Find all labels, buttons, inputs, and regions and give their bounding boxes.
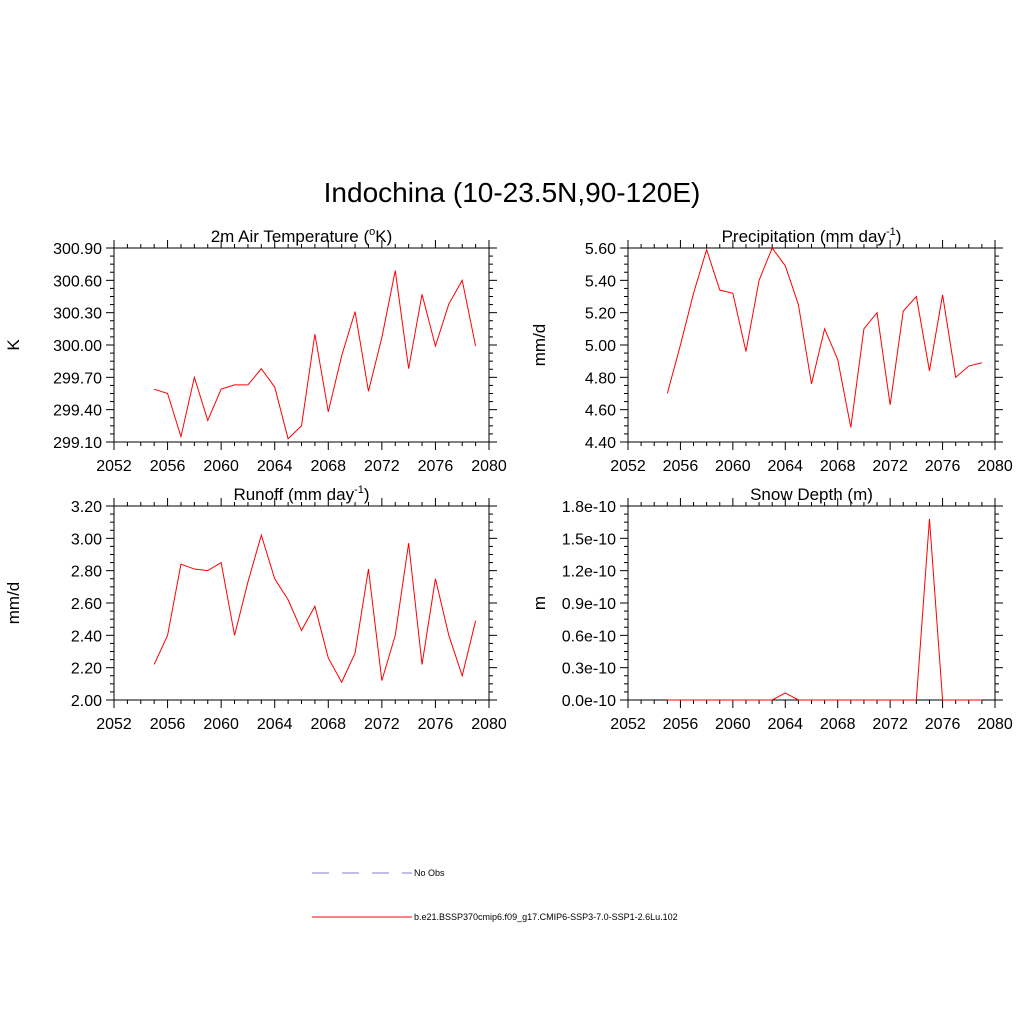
y-tick-label-runoff: 2.00 (71, 693, 102, 710)
x-tick-label-temperature: 2060 (203, 458, 239, 475)
y-tick-label-temperature: 300.90 (53, 241, 102, 258)
x-tick-label-runoff: 2080 (471, 716, 507, 733)
y-tick-label-snow-depth: 1.8e-10 (562, 499, 616, 516)
y-tick-label-snow-depth: 0.0e-10 (562, 693, 616, 710)
panel-title-precipitation: Precipitation (mm day-1) (722, 226, 902, 246)
x-tick-label-runoff: 2052 (96, 716, 132, 733)
y-tick-label-precipitation: 5.00 (585, 338, 616, 355)
x-tick-label-precipitation: 2080 (977, 458, 1013, 475)
x-tick-label-snow-depth: 2060 (715, 716, 751, 733)
panel-precipitation: Precipitation (mm day-1) mm/d 4.40 4.60 4.80… (530, 226, 1013, 475)
y-tick-label-temperature: 299.10 (53, 435, 102, 452)
x-tick-label-precipitation: 2056 (663, 458, 699, 475)
x-tick-label-precipitation: 2064 (767, 458, 803, 475)
y-tick-label-temperature: 300.30 (53, 306, 102, 323)
y-tick-label-runoff: 2.20 (71, 661, 102, 678)
y-tick-label-snow-depth: 0.6e-10 (562, 628, 616, 645)
y-tick-label-runoff: 2.80 (71, 564, 102, 581)
panel-temperature: 2m Air Temperature (oK) K 299.10 299.40 299.… (4, 226, 507, 475)
y-tick-label-precipitation: 5.40 (585, 273, 616, 290)
plot-frame-temperature (113, 247, 490, 443)
x-tick-label-temperature: 2064 (257, 458, 293, 475)
y-tick-label-precipitation: 5.20 (585, 306, 616, 323)
y-tick-label-precipitation: 5.60 (585, 241, 616, 258)
plot-frame-runoff (113, 505, 490, 701)
y-tick-label-precipitation: 4.80 (585, 370, 616, 387)
series-line-precipitation (666, 246, 983, 428)
y-axis-label-precipitation: mm/d (530, 324, 549, 367)
y-tick-label-snow-depth: 1.2e-10 (562, 564, 616, 581)
legend-no-obs-label: No Obs (414, 868, 445, 878)
x-tick-label-snow-depth: 2068 (820, 716, 856, 733)
y-tick-label-temperature: 299.70 (53, 370, 102, 387)
y-tick-label-snow-depth: 0.3e-10 (562, 661, 616, 678)
x-tick-label-runoff: 2060 (203, 716, 239, 733)
panel-title-runoff: Runoff (mm day-1) (233, 484, 369, 504)
y-tick-label-temperature: 300.60 (53, 273, 102, 290)
x-tick-label-precipitation: 2076 (925, 458, 961, 475)
x-tick-label-temperature: 2056 (150, 458, 186, 475)
x-tick-label-temperature: 2068 (310, 458, 346, 475)
x-tick-label-precipitation: 2068 (820, 458, 856, 475)
legend-model-label: b.e21.BSSP370cmip6.f09_g17.CMIP6-SSP3-7.… (414, 912, 678, 922)
y-tick-label-temperature: 300.00 (53, 338, 102, 355)
panel-runoff: Runoff (mm day-1) mm/d 2.00 2.20 2.40 2.60 2.8… (4, 484, 507, 733)
x-tick-label-runoff: 2064 (257, 716, 293, 733)
x-tick-label-snow-depth: 2056 (663, 716, 699, 733)
y-tick-label-snow-depth: 0.9e-10 (562, 596, 616, 613)
y-axis-label-runoff: mm/d (4, 582, 23, 625)
x-tick-label-precipitation: 2060 (715, 458, 751, 475)
x-tick-label-temperature: 2080 (471, 458, 507, 475)
y-tick-label-snow-depth: 1.5e-10 (562, 531, 616, 548)
x-tick-label-temperature: 2072 (364, 458, 400, 475)
figure-title: Indochina (10-23.5N,90-120E) (324, 177, 701, 208)
x-tick-label-runoff: 2068 (310, 716, 346, 733)
panel-snow-depth: Snow Depth (m) m 0.0e-10 0.3e-10 0.6e-10 0.9e… (530, 485, 1013, 733)
x-tick-label-runoff: 2076 (418, 716, 454, 733)
y-tick-label-temperature: 299.40 (53, 403, 102, 420)
y-tick-label-runoff: 3.20 (71, 499, 102, 516)
x-tick-label-snow-depth: 2064 (767, 716, 803, 733)
y-tick-label-precipitation: 4.60 (585, 403, 616, 420)
x-tick-label-runoff: 2072 (364, 716, 400, 733)
x-tick-label-precipitation: 2052 (610, 458, 646, 475)
y-tick-label-precipitation: 4.40 (585, 435, 616, 452)
y-tick-label-runoff: 2.60 (71, 596, 102, 613)
x-tick-label-runoff: 2056 (150, 716, 186, 733)
x-tick-label-temperature: 2076 (418, 458, 454, 475)
series-line-runoff (153, 533, 477, 684)
y-axis-label-temperature: K (4, 339, 23, 351)
x-tick-label-precipitation: 2072 (872, 458, 908, 475)
series-line-temperature (154, 270, 477, 440)
panels: 2m Air Temperature (oK) K 299.10 299.40 299.… (4, 226, 1013, 733)
legend: No Obs b.e21.BSSP370cmip6.f09_g17.CMIP6-… (312, 868, 678, 922)
plot-frame-precipitation (627, 247, 996, 443)
x-tick-label-snow-depth: 2072 (872, 716, 908, 733)
panel-title-snow-depth: Snow Depth (m) (750, 485, 873, 504)
x-tick-label-snow-depth: 2052 (610, 716, 646, 733)
x-tick-label-temperature: 2052 (96, 458, 132, 475)
x-tick-label-snow-depth: 2080 (977, 716, 1013, 733)
y-tick-label-runoff: 2.40 (71, 628, 102, 645)
panel-title-temperature: 2m Air Temperature (oK) (211, 226, 393, 246)
plot-frame-snow-depth (627, 505, 996, 701)
x-tick-label-snow-depth: 2076 (925, 716, 961, 733)
y-tick-label-runoff: 3.00 (71, 531, 102, 548)
series-line-snow-depth (667, 518, 982, 701)
y-axis-label-snow-depth: m (530, 596, 549, 610)
